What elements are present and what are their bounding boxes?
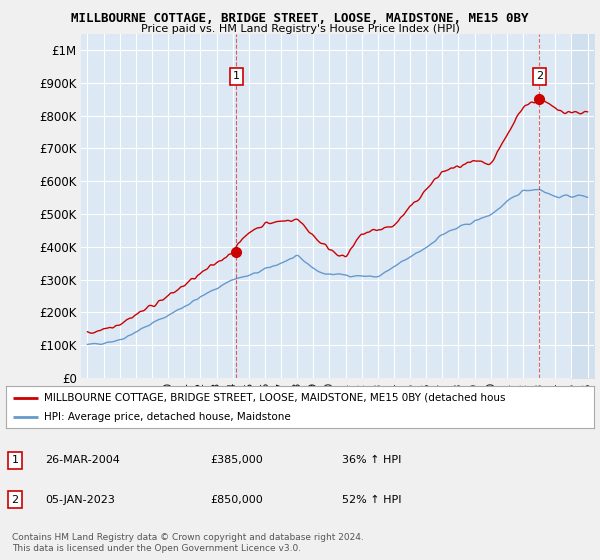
Text: 26-MAR-2004: 26-MAR-2004: [45, 455, 120, 465]
Text: MILLBOURNE COTTAGE, BRIDGE STREET, LOOSE, MAIDSTONE, ME15 0BY: MILLBOURNE COTTAGE, BRIDGE STREET, LOOSE…: [71, 12, 529, 25]
Text: Price paid vs. HM Land Registry's House Price Index (HPI): Price paid vs. HM Land Registry's House …: [140, 24, 460, 34]
Text: MILLBOURNE COTTAGE, BRIDGE STREET, LOOSE, MAIDSTONE, ME15 0BY (detached hous: MILLBOURNE COTTAGE, BRIDGE STREET, LOOSE…: [44, 393, 506, 403]
Text: 1: 1: [233, 71, 240, 81]
Text: 36% ↑ HPI: 36% ↑ HPI: [342, 455, 401, 465]
Text: 1: 1: [11, 455, 19, 465]
Text: 05-JAN-2023: 05-JAN-2023: [45, 494, 115, 505]
Text: Contains HM Land Registry data © Crown copyright and database right 2024.
This d: Contains HM Land Registry data © Crown c…: [12, 533, 364, 553]
Text: 52% ↑ HPI: 52% ↑ HPI: [342, 494, 401, 505]
Text: 2: 2: [11, 494, 19, 505]
Text: 2: 2: [536, 71, 543, 81]
Text: HPI: Average price, detached house, Maidstone: HPI: Average price, detached house, Maid…: [44, 412, 291, 422]
Text: £385,000: £385,000: [210, 455, 263, 465]
Text: £850,000: £850,000: [210, 494, 263, 505]
